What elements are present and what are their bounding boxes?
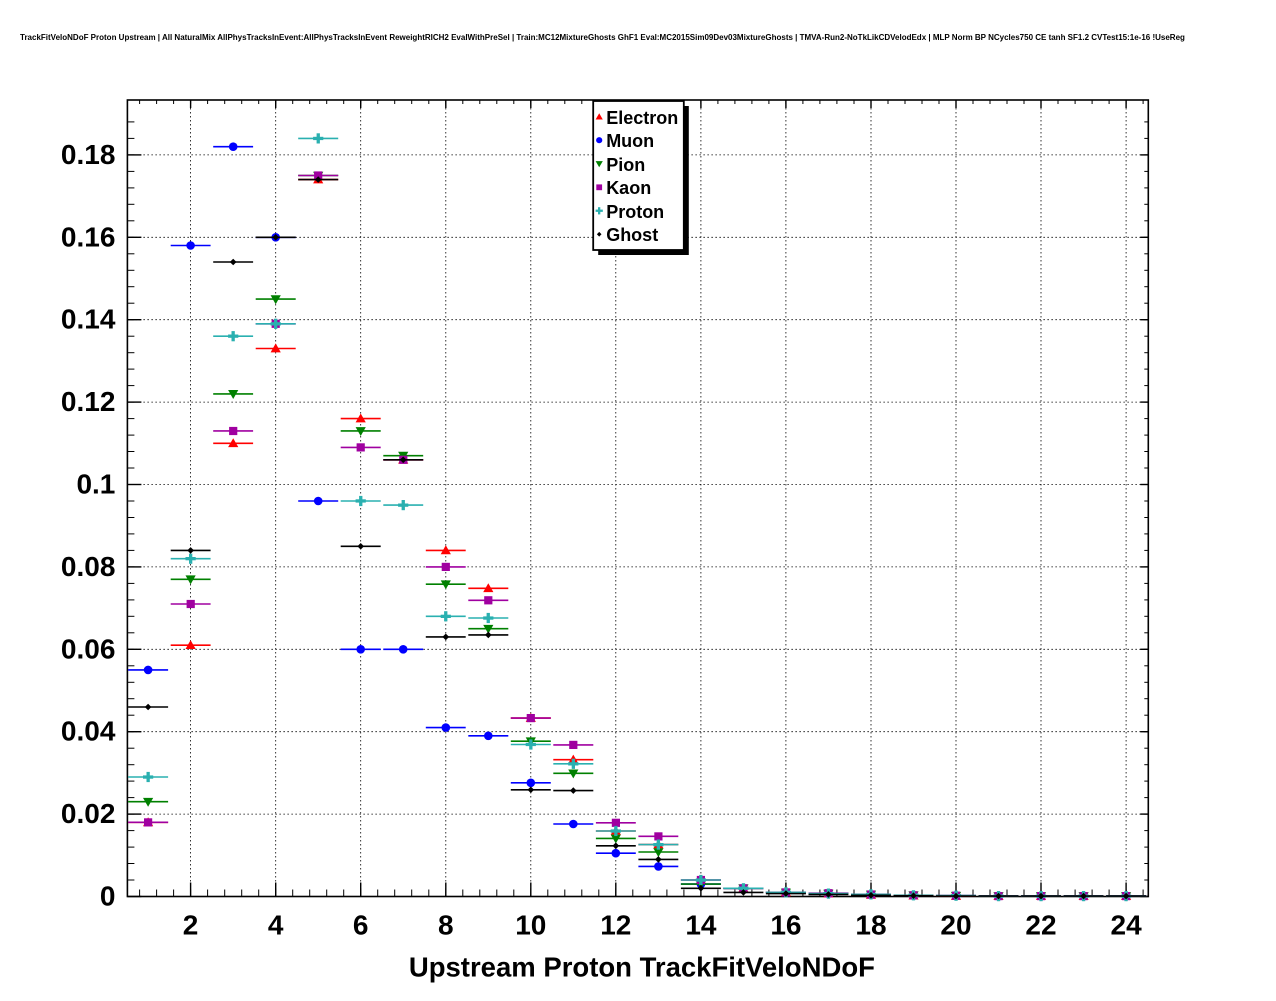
svg-text:0.14: 0.14 — [61, 304, 116, 335]
svg-text:0.18: 0.18 — [61, 139, 116, 170]
svg-text:0.12: 0.12 — [61, 386, 116, 417]
svg-text:16: 16 — [770, 910, 801, 941]
svg-text:Proton: Proton — [606, 202, 664, 222]
svg-text:22: 22 — [1025, 910, 1056, 941]
svg-text:14: 14 — [685, 910, 717, 941]
svg-text:12: 12 — [600, 910, 631, 941]
svg-text:4: 4 — [268, 910, 284, 941]
svg-text:0.16: 0.16 — [61, 221, 116, 252]
svg-text:8: 8 — [438, 910, 454, 941]
svg-text:TrackFitVeloNDoF Proton Upstre: TrackFitVeloNDoF Proton Upstream | All N… — [20, 33, 1185, 42]
svg-text:Kaon: Kaon — [606, 178, 651, 198]
svg-text:Upstream Proton TrackFitVeloND: Upstream Proton TrackFitVeloNDoF — [409, 952, 875, 983]
svg-text:Pion: Pion — [606, 155, 645, 175]
svg-text:0.06: 0.06 — [61, 633, 116, 664]
svg-text:10: 10 — [515, 910, 546, 941]
svg-text:0: 0 — [100, 881, 116, 912]
svg-text:0.1: 0.1 — [76, 469, 115, 500]
svg-text:0.04: 0.04 — [61, 716, 116, 747]
svg-text:0.08: 0.08 — [61, 551, 116, 582]
svg-text:24: 24 — [1111, 910, 1143, 941]
svg-text:0.02: 0.02 — [61, 798, 116, 829]
svg-text:Ghost: Ghost — [606, 225, 658, 245]
svg-text:Electron: Electron — [606, 108, 678, 128]
svg-text:Muon: Muon — [606, 131, 654, 151]
svg-text:18: 18 — [855, 910, 886, 941]
svg-text:2: 2 — [183, 910, 199, 941]
svg-text:20: 20 — [940, 910, 971, 941]
svg-text:6: 6 — [353, 910, 369, 941]
